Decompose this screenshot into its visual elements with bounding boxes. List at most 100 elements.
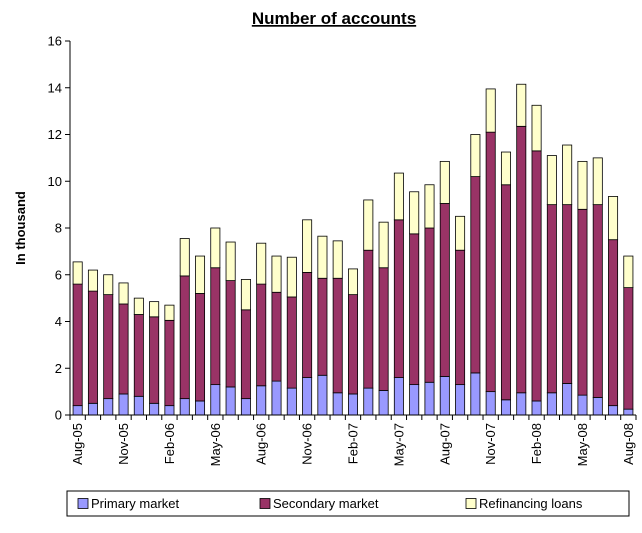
bar-segment-refinancing-loans [546,155,557,206]
bar-segment-primary-market [470,372,481,416]
bar-segment-secondary-market [240,309,251,400]
bar-segment-secondary-market [393,219,404,379]
y-axis-title: In thousand [13,191,28,265]
bar-segment-secondary-market [623,287,634,410]
bar-segment-primary-market [72,405,83,416]
bar-segment-refinancing-loans [133,297,144,315]
bar-segment-secondary-market [210,267,221,386]
bar-segment-refinancing-loans [439,160,450,204]
bar-segment-secondary-market [179,275,190,400]
bar-segment-primary-market [378,390,389,416]
bar-segment-refinancing-loans [179,238,190,277]
x-tick-label: May-06 [208,423,223,466]
bar-segment-secondary-market [133,314,144,397]
bar-segment-secondary-market [103,294,114,400]
bar-segment-refinancing-loans [577,160,588,210]
bar-segment-primary-market [164,405,175,416]
bar-segment-secondary-market [500,184,511,401]
legend-label: Primary market [91,496,180,511]
x-tick-label: Aug-08 [621,423,636,465]
bar-segment-refinancing-loans [424,184,435,229]
bar-segment-secondary-market [348,294,358,395]
chart-title: Number of accounts [252,9,416,28]
bar-segment-refinancing-loans [332,240,343,279]
bar-segment-primary-market [256,385,267,416]
y-tick-label: 16 [48,34,62,49]
bar-segment-primary-market [87,402,98,416]
y-tick-label: 14 [48,80,62,95]
bar-segment-refinancing-loans [118,282,129,305]
bar-segment-refinancing-loans [531,104,542,152]
bars-layer [72,83,634,416]
legend-box [66,490,630,517]
bar-segment-secondary-market [256,283,267,387]
bar-segment-secondary-market [302,272,313,379]
x-tick-label: Feb-06 [162,423,177,464]
bar-segment-secondary-market [608,239,619,407]
x-tick-label: Nov-06 [300,423,315,465]
bar-segment-refinancing-loans [240,279,251,311]
legend-label: Refinancing loans [479,496,583,511]
bar-segment-primary-market [195,400,206,416]
bar-segment-primary-market [133,395,144,416]
bar-segment-refinancing-loans [409,191,420,235]
bar-segment-primary-market [608,405,619,416]
legend-swatch [259,498,271,509]
bar-segment-primary-market [302,377,313,416]
bar-segment-primary-market [485,391,496,416]
bar-segment-secondary-market [149,316,160,404]
bar-segment-primary-market [286,387,297,416]
legend-label: Secondary market [273,496,379,511]
bar-segment-secondary-market [195,293,206,402]
bar-segment-secondary-market [378,267,389,391]
bar-segment-secondary-market [455,249,466,386]
bar-segment-refinancing-loans [302,219,313,273]
bar-segment-refinancing-loans [363,199,374,251]
bar-segment-refinancing-loans [210,227,221,269]
y-tick-label: 12 [48,127,62,142]
bar-segment-refinancing-loans [286,256,297,298]
bar-segment-secondary-market [286,296,297,389]
bar-segment-primary-market [348,393,358,416]
bar-segment-secondary-market [439,203,450,377]
bar-segment-secondary-market [424,227,435,383]
bar-segment-primary-market [271,380,282,416]
bar-segment-secondary-market [363,249,374,389]
bar-segment-primary-market [332,392,343,416]
bar-segment-secondary-market [118,303,129,395]
y-tick-label: 2 [55,361,62,376]
bar-segment-secondary-market [562,204,573,384]
bar-segment-secondary-market [592,204,603,398]
bar-segment-secondary-market [577,208,588,396]
bar-segment-secondary-market [546,204,557,394]
y-tick-label: 0 [55,408,62,423]
bar-segment-refinancing-loans [164,304,175,321]
bar-segment-primary-market [500,399,511,416]
bar-segment-refinancing-loans [455,215,466,251]
y-tick-label: 10 [48,174,62,189]
x-tick-label: Feb-08 [529,423,544,464]
axes-layer: 0 2 4 6 8 10 12 14 16 Aug-05 Nov-05 Feb-06 May-06 Aug… [48,34,637,466]
bar-segment-primary-market [393,377,404,416]
y-tick-label: 8 [55,221,62,236]
x-tick-label: May-07 [391,423,406,466]
bar-segment-primary-market [149,402,160,416]
bar-segment-primary-market [317,374,328,416]
bar-segment-refinancing-loans [516,83,527,127]
bar-segment-primary-market [592,397,603,416]
bar-segment-primary-market [424,381,435,416]
bar-segment-secondary-market [225,280,236,388]
x-tick-label: Aug-07 [437,423,452,465]
bar-segment-primary-market [546,392,557,416]
bar-segment-primary-market [623,408,634,416]
bar-segment-primary-market [562,383,573,416]
bar-segment-refinancing-loans [271,255,282,293]
bar-segment-refinancing-loans [317,235,328,279]
bar-segment-primary-market [409,384,420,416]
bar-segment-refinancing-loans [378,221,389,269]
x-tick-label: Aug-06 [254,423,269,465]
bar-segment-refinancing-loans [500,151,511,186]
bar-segment-refinancing-loans [87,269,98,292]
bar-segment-refinancing-loans [470,134,481,177]
